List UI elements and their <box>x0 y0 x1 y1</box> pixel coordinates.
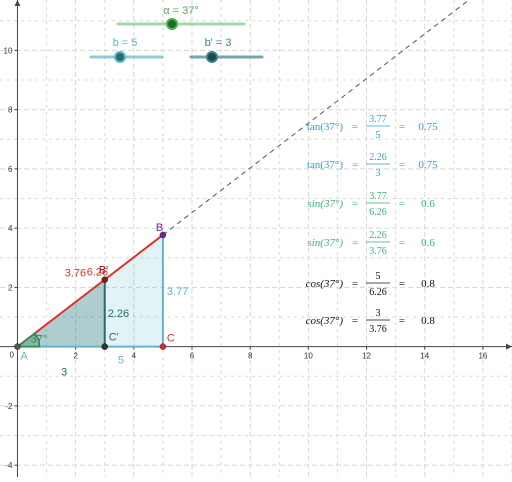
equals-sign: = <box>399 159 405 171</box>
equation-value: 0.8 <box>421 278 435 290</box>
equation-value: 0.6 <box>421 198 435 210</box>
point-a[interactable] <box>14 343 21 350</box>
y-axis-arrow-icon <box>14 0 21 6</box>
x-tick-label: 16 <box>478 352 487 361</box>
point-c-prime[interactable] <box>101 343 108 350</box>
point-c-label: C <box>167 333 175 345</box>
equals-sign: = <box>352 121 358 133</box>
x-tick-label: 12 <box>362 352 371 361</box>
ratio-equation: tan(37°) = 3.77 5 = 0.75 <box>307 114 438 141</box>
label-opp-big: 3.77 <box>167 286 188 298</box>
ratio-equation: cos(37°) = 5 6.26 = 0.8 <box>306 271 436 298</box>
point-b-prime-label: B' <box>99 265 108 277</box>
angle-alpha-sector <box>15 332 41 348</box>
equals-sign: = <box>352 198 358 210</box>
point-c-prime-label: C' <box>109 332 119 344</box>
point-a-label: A <box>20 351 28 363</box>
fraction-denominator: 3.76 <box>369 324 387 335</box>
equals-sign: = <box>399 198 405 210</box>
fraction-denominator: 6.26 <box>369 287 387 298</box>
equation-function: sin(37°) <box>307 237 343 249</box>
y-tick-label: -4 <box>5 461 13 470</box>
slider-b-prime[interactable]: b' = 3 <box>189 37 264 63</box>
equals-sign: = <box>352 315 358 327</box>
equals-sign: = <box>352 278 358 290</box>
x-axis-arrow-icon <box>506 343 512 350</box>
ratio-equations: tan(37°) = 3.77 5 = 0.75 tan(37°) = 2.26 3 = 0.75 si… <box>306 114 439 335</box>
x-tick-label: 4 <box>132 352 137 361</box>
label-hyp-small: 3.76 <box>65 268 86 280</box>
equation-value: 0.6 <box>421 237 435 249</box>
fraction-numerator: 3.77 <box>369 191 387 202</box>
equals-sign: = <box>352 237 358 249</box>
slider-b-label: b = 5 <box>113 37 138 49</box>
point-c[interactable] <box>159 343 167 350</box>
fraction-numerator: 3.77 <box>369 114 387 125</box>
ratio-equation: sin(37°) = 2.26 3.76 = 0.6 <box>307 230 435 257</box>
point-b[interactable] <box>159 231 167 239</box>
y-tick-labels: 10 8 6 4 2 -2 -4 <box>4 46 18 470</box>
fraction-numerator: 3 <box>376 308 381 319</box>
ratio-equation: sin(37°) = 3.77 6.26 = 0.6 <box>307 191 435 218</box>
slider-b[interactable]: b = 5 <box>89 37 164 63</box>
ratio-equation: cos(37°) = 3 3.76 = 0.8 <box>306 308 436 335</box>
fraction-denominator: 6.26 <box>369 207 387 218</box>
label-hyp-big: 6.26 <box>87 267 108 279</box>
fraction-denominator: 5 <box>376 130 381 141</box>
slider-alpha-handle[interactable] <box>166 18 178 30</box>
label-adj-small: 3 <box>61 367 67 379</box>
equals-sign: = <box>399 237 405 249</box>
y-tick-label: -2 <box>5 402 13 411</box>
slider-b-prime-label: b' = 3 <box>205 37 232 49</box>
fraction-numerator: 2.26 <box>369 152 387 163</box>
equation-value: 0.75 <box>418 159 438 171</box>
point-b-label: B <box>156 222 163 234</box>
hypotenuse-ab <box>16 234 164 348</box>
equals-sign: = <box>352 159 358 171</box>
slider-alpha[interactable]: α = 37° <box>116 5 246 30</box>
equation-value: 0.8 <box>421 315 435 327</box>
equation-function: cos(37°) <box>306 315 344 327</box>
fraction-denominator: 3 <box>376 168 381 179</box>
y-tick-label: 6 <box>8 165 13 174</box>
point-b-prime[interactable] <box>101 276 108 283</box>
slider-b-prime-handle[interactable] <box>206 51 218 63</box>
equation-function: sin(37°) <box>307 198 343 210</box>
equation-value: 0.75 <box>418 121 438 133</box>
fraction-numerator: 2.26 <box>369 230 387 241</box>
x-tick-label: 2 <box>73 352 78 361</box>
y-tick-label: 8 <box>8 106 13 115</box>
label-adj-big: 5 <box>118 355 124 367</box>
fraction-numerator: 5 <box>376 271 381 282</box>
fraction-denominator: 3.76 <box>369 246 387 257</box>
equals-sign: = <box>399 315 405 327</box>
extension-dashed-line <box>162 0 470 236</box>
angle-label: 37° <box>30 334 47 346</box>
equation-function: cos(37°) <box>306 278 344 290</box>
y-tick-label: 2 <box>8 283 13 292</box>
y-tick-label: 10 <box>4 46 13 55</box>
slider-alpha-label: α = 37° <box>163 5 199 17</box>
x-tick-labels: 2 4 6 8 10 12 14 16 <box>73 346 488 361</box>
x-tick-label: 10 <box>304 352 313 361</box>
ratio-equation: tan(37°) = 2.26 3 = 0.75 <box>307 152 438 179</box>
x-tick-label: 6 <box>190 352 195 361</box>
x-tick-label: 8 <box>248 352 253 361</box>
slider-b-handle[interactable] <box>114 51 126 63</box>
equals-sign: = <box>399 278 405 290</box>
origin-label: 0 <box>9 351 14 360</box>
equation-function: tan(37°) <box>307 159 344 171</box>
y-tick-label: 4 <box>8 224 13 233</box>
equals-sign: = <box>399 121 405 133</box>
label-opp-small: 2.26 <box>108 308 129 320</box>
x-tick-label: 14 <box>420 352 429 361</box>
equation-function: tan(37°) <box>307 121 344 133</box>
